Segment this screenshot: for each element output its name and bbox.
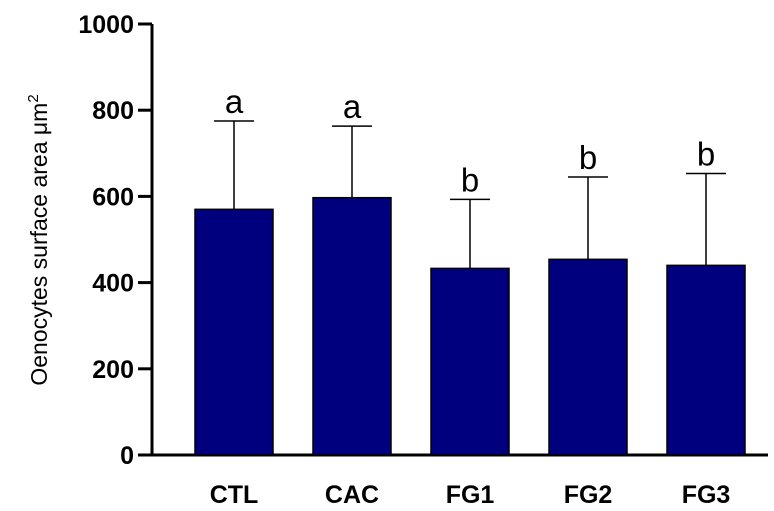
significance-label: a xyxy=(343,88,362,125)
x-tick-label: FG1 xyxy=(446,481,495,509)
axes: 0 200 400 600 800 1000 xyxy=(78,11,768,470)
significance-label: a xyxy=(225,83,244,120)
y-axis-label-text: Oenocytes surface area μm xyxy=(26,103,52,386)
x-tick-label: FG3 xyxy=(682,481,731,509)
y-axis-label-superscript: 2 xyxy=(25,94,42,102)
labels: a CTL a CAC b FG1 b FG2 b FG3 xyxy=(210,83,731,509)
bar-fg2 xyxy=(548,258,628,456)
significance-label: b xyxy=(461,161,479,198)
y-tick-label: 400 xyxy=(92,270,134,298)
y-tick-label: 200 xyxy=(92,356,134,384)
y-axis-label: Oenocytes surface area μm2 xyxy=(25,94,52,385)
significance-label: b xyxy=(697,136,715,173)
bar-cac xyxy=(312,196,392,456)
y-tick-label: 600 xyxy=(92,183,134,211)
x-tick-label: CTL xyxy=(210,481,259,509)
bar-fg3 xyxy=(666,264,746,456)
error-bars xyxy=(214,120,726,269)
y-tick-label: 1000 xyxy=(78,11,134,39)
bars xyxy=(194,196,746,456)
x-tick-label: FG2 xyxy=(564,481,613,509)
significance-label: b xyxy=(579,139,597,176)
y-tick-label: 800 xyxy=(92,97,134,125)
bar-fg1 xyxy=(430,267,510,456)
bar-ctl xyxy=(194,208,274,456)
y-tick-label: 0 xyxy=(120,442,134,470)
x-tick-label: CAC xyxy=(325,481,379,509)
